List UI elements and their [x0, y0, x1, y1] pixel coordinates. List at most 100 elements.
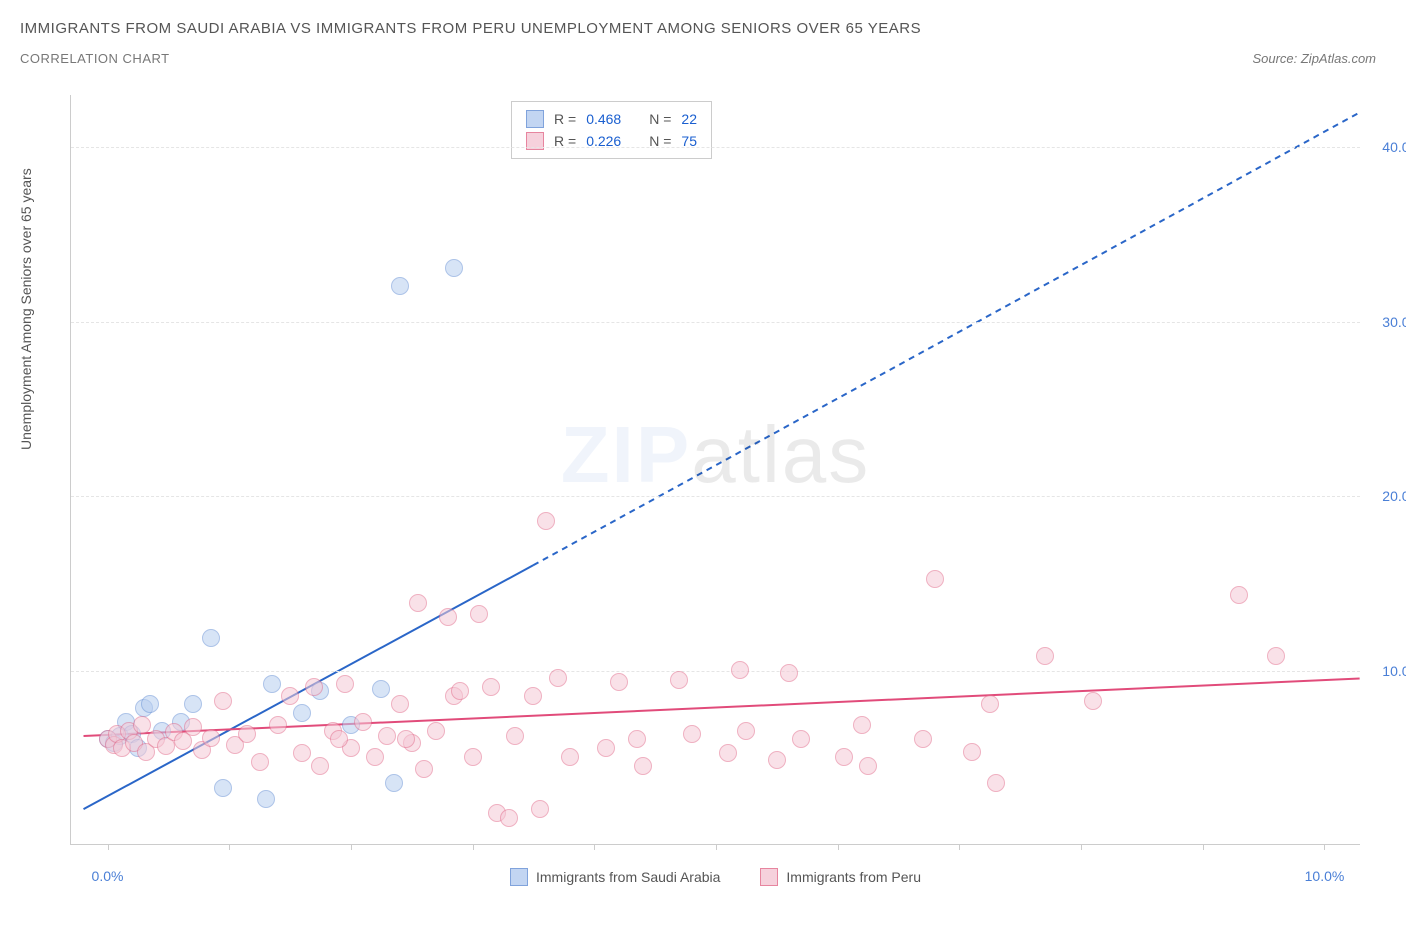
- data-point-saudi: [263, 675, 281, 693]
- legend-label-saudi: Immigrants from Saudi Arabia: [536, 869, 720, 885]
- data-point-peru: [238, 725, 256, 743]
- data-point-peru: [634, 757, 652, 775]
- x-tick: [108, 844, 109, 850]
- data-point-saudi: [257, 790, 275, 808]
- data-point-saudi: [445, 259, 463, 277]
- stats-row-peru: R =0.226N =75: [526, 130, 697, 152]
- data-point-peru: [859, 757, 877, 775]
- data-point-peru: [768, 751, 786, 769]
- y-axis-label: Unemployment Among Seniors over 65 years: [18, 168, 34, 450]
- data-point-peru: [524, 687, 542, 705]
- data-point-peru: [1036, 647, 1054, 665]
- trend-line-dash-saudi: [533, 112, 1359, 565]
- data-point-peru: [531, 800, 549, 818]
- n-value-saudi: 22: [681, 111, 697, 127]
- legend-item-saudi: Immigrants from Saudi Arabia: [510, 868, 720, 886]
- data-point-saudi: [372, 680, 390, 698]
- data-point-peru: [597, 739, 615, 757]
- data-point-peru: [330, 730, 348, 748]
- x-tick: [1203, 844, 1204, 850]
- r-value-saudi: 0.468: [586, 111, 621, 127]
- data-point-peru: [835, 748, 853, 766]
- x-tick: [959, 844, 960, 850]
- data-point-saudi: [202, 629, 220, 647]
- data-point-peru: [500, 809, 518, 827]
- legend-label-peru: Immigrants from Peru: [786, 869, 921, 885]
- x-tick: [1324, 844, 1325, 850]
- data-point-peru: [482, 678, 500, 696]
- data-point-peru: [981, 695, 999, 713]
- swatch-saudi: [526, 110, 544, 128]
- x-tick: [1081, 844, 1082, 850]
- data-point-peru: [987, 774, 1005, 792]
- data-point-peru: [464, 748, 482, 766]
- source-label: Source: ZipAtlas.com: [1252, 51, 1376, 66]
- data-point-peru: [415, 760, 433, 778]
- data-point-peru: [397, 730, 415, 748]
- data-point-peru: [439, 608, 457, 626]
- data-point-peru: [451, 682, 469, 700]
- data-point-peru: [853, 716, 871, 734]
- data-point-peru: [366, 748, 384, 766]
- x-tick: [716, 844, 717, 850]
- scatter-plot: ZIPatlas R =0.468N =22R =0.226N =75 Immi…: [70, 95, 1360, 845]
- gridline-h: [71, 671, 1360, 672]
- watermark-atlas: atlas: [691, 410, 870, 499]
- data-point-peru: [281, 687, 299, 705]
- data-point-saudi: [385, 774, 403, 792]
- data-point-peru: [293, 744, 311, 762]
- subtitle: CORRELATION CHART: [20, 51, 170, 66]
- x-tick: [473, 844, 474, 850]
- x-tick: [838, 844, 839, 850]
- data-point-peru: [792, 730, 810, 748]
- legend-swatch-peru: [760, 868, 778, 886]
- data-point-peru: [1267, 647, 1285, 665]
- data-point-peru: [963, 743, 981, 761]
- n-label: N =: [649, 111, 671, 127]
- data-point-peru: [610, 673, 628, 691]
- data-point-peru: [336, 675, 354, 693]
- data-point-peru: [549, 669, 567, 687]
- stats-row-saudi: R =0.468N =22: [526, 108, 697, 130]
- data-point-saudi: [184, 695, 202, 713]
- data-point-peru: [561, 748, 579, 766]
- gridline-h: [71, 147, 1360, 148]
- gridline-h: [71, 322, 1360, 323]
- data-point-peru: [427, 722, 445, 740]
- data-point-peru: [409, 594, 427, 612]
- data-point-peru: [354, 713, 372, 731]
- data-point-peru: [214, 692, 232, 710]
- data-point-peru: [731, 661, 749, 679]
- x-tick: [351, 844, 352, 850]
- data-point-peru: [470, 605, 488, 623]
- page-title: IMMIGRANTS FROM SAUDI ARABIA VS IMMIGRAN…: [20, 20, 1376, 37]
- data-point-saudi: [141, 695, 159, 713]
- x-tick: [594, 844, 595, 850]
- data-point-peru: [926, 570, 944, 588]
- data-point-peru: [391, 695, 409, 713]
- data-point-peru: [670, 671, 688, 689]
- data-point-peru: [628, 730, 646, 748]
- x-tick-label: 0.0%: [92, 868, 124, 884]
- y-tick-label: 40.0%: [1382, 139, 1406, 155]
- watermark: ZIPatlas: [561, 409, 870, 501]
- data-point-peru: [269, 716, 287, 734]
- data-point-peru: [305, 678, 323, 696]
- data-point-peru: [537, 512, 555, 530]
- data-point-peru: [202, 729, 220, 747]
- data-point-peru: [780, 664, 798, 682]
- watermark-zip: ZIP: [561, 410, 691, 499]
- data-point-saudi: [391, 277, 409, 295]
- stats-box: R =0.468N =22R =0.226N =75: [511, 101, 712, 159]
- data-point-peru: [378, 727, 396, 745]
- y-tick-label: 30.0%: [1382, 314, 1406, 330]
- x-tick-label: 10.0%: [1305, 868, 1345, 884]
- data-point-peru: [683, 725, 701, 743]
- data-point-peru: [184, 718, 202, 736]
- data-point-saudi: [214, 779, 232, 797]
- data-point-saudi: [293, 704, 311, 722]
- legend-swatch-saudi: [510, 868, 528, 886]
- data-point-peru: [737, 722, 755, 740]
- data-point-peru: [914, 730, 932, 748]
- trend-lines-svg: [71, 95, 1360, 844]
